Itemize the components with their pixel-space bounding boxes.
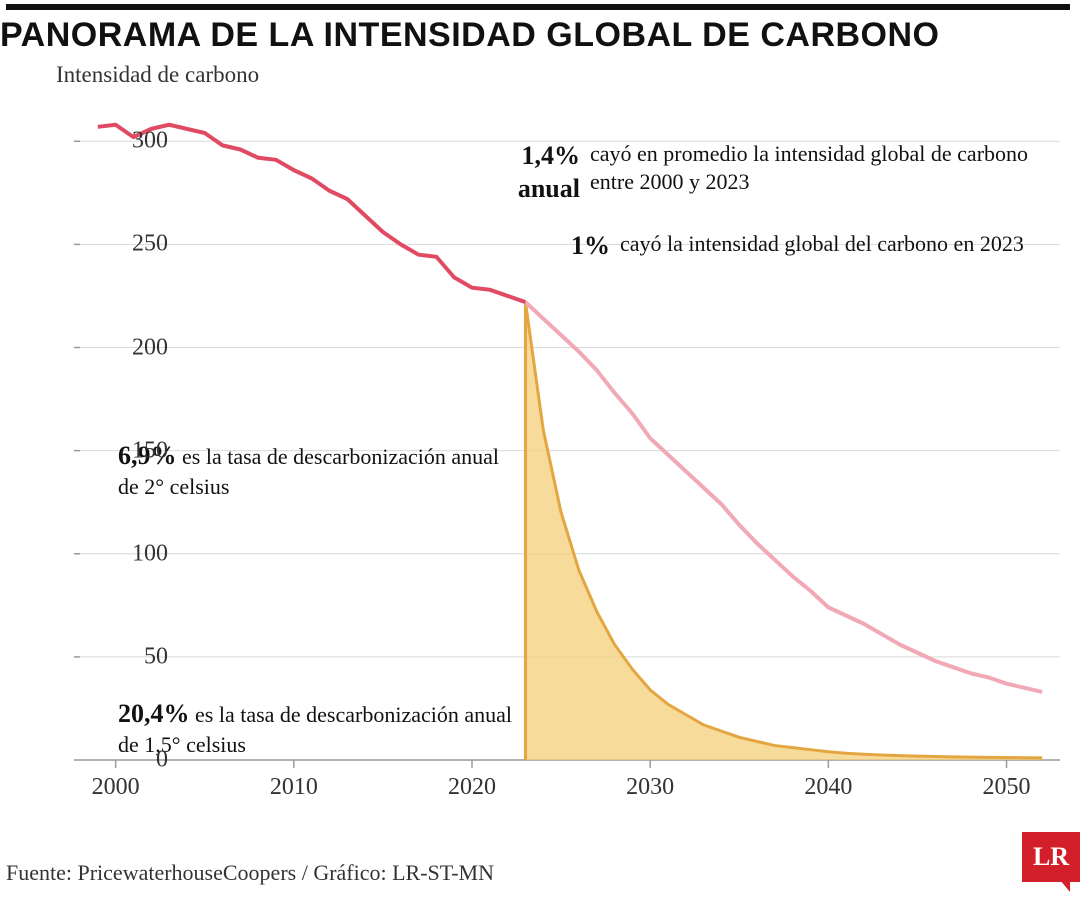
top-rule xyxy=(6,4,1070,10)
annotation-1-sub: anual xyxy=(500,173,580,206)
annotation-2-text: cayó la intensidad global del carbono en… xyxy=(620,230,1024,258)
x-tick-label: 2000 xyxy=(92,774,140,801)
x-tick-label: 2050 xyxy=(983,774,1031,801)
chart-title: PANORAMA DE LA INTENSIDAD GLOBAL DE CARB… xyxy=(0,16,940,55)
annotation-1-text: cayó en promedio la intensidad global de… xyxy=(590,140,1060,195)
y-axis-title: Intensidad de carbono xyxy=(56,62,259,88)
publisher-logo-text: LR xyxy=(1033,842,1069,872)
annotation-3: 6,9% es la tasa de descarbonización anua… xyxy=(118,440,518,500)
annotation-1-value: 1,4% xyxy=(500,140,580,173)
x-tick-label: 2020 xyxy=(448,774,496,801)
x-tick-label: 2010 xyxy=(270,774,318,801)
y-tick-label: 200 xyxy=(88,334,168,361)
source-line: Fuente: PricewaterhouseCoopers / Gráfico… xyxy=(6,860,494,886)
annotation-1: 1,4% anual cayó en promedio la intensida… xyxy=(500,140,1060,205)
x-tick-label: 2030 xyxy=(626,774,674,801)
x-tick-label: 2040 xyxy=(804,774,852,801)
y-tick-label: 150 xyxy=(88,437,168,464)
annotation-4-value: 20,4% xyxy=(118,699,190,728)
y-tick-label: 0 xyxy=(88,747,168,774)
annotation-2-value: 1% xyxy=(530,230,610,263)
annotation-2: 1% cayó la intensidad global del carbono… xyxy=(530,230,1050,263)
y-tick-label: 100 xyxy=(88,540,168,567)
y-tick-label: 50 xyxy=(88,643,168,670)
annotation-4: 20,4% es la tasa de descarbonización anu… xyxy=(118,698,518,758)
publisher-logo: LR xyxy=(1022,832,1080,882)
y-tick-label: 300 xyxy=(88,128,168,155)
y-tick-label: 250 xyxy=(88,231,168,258)
